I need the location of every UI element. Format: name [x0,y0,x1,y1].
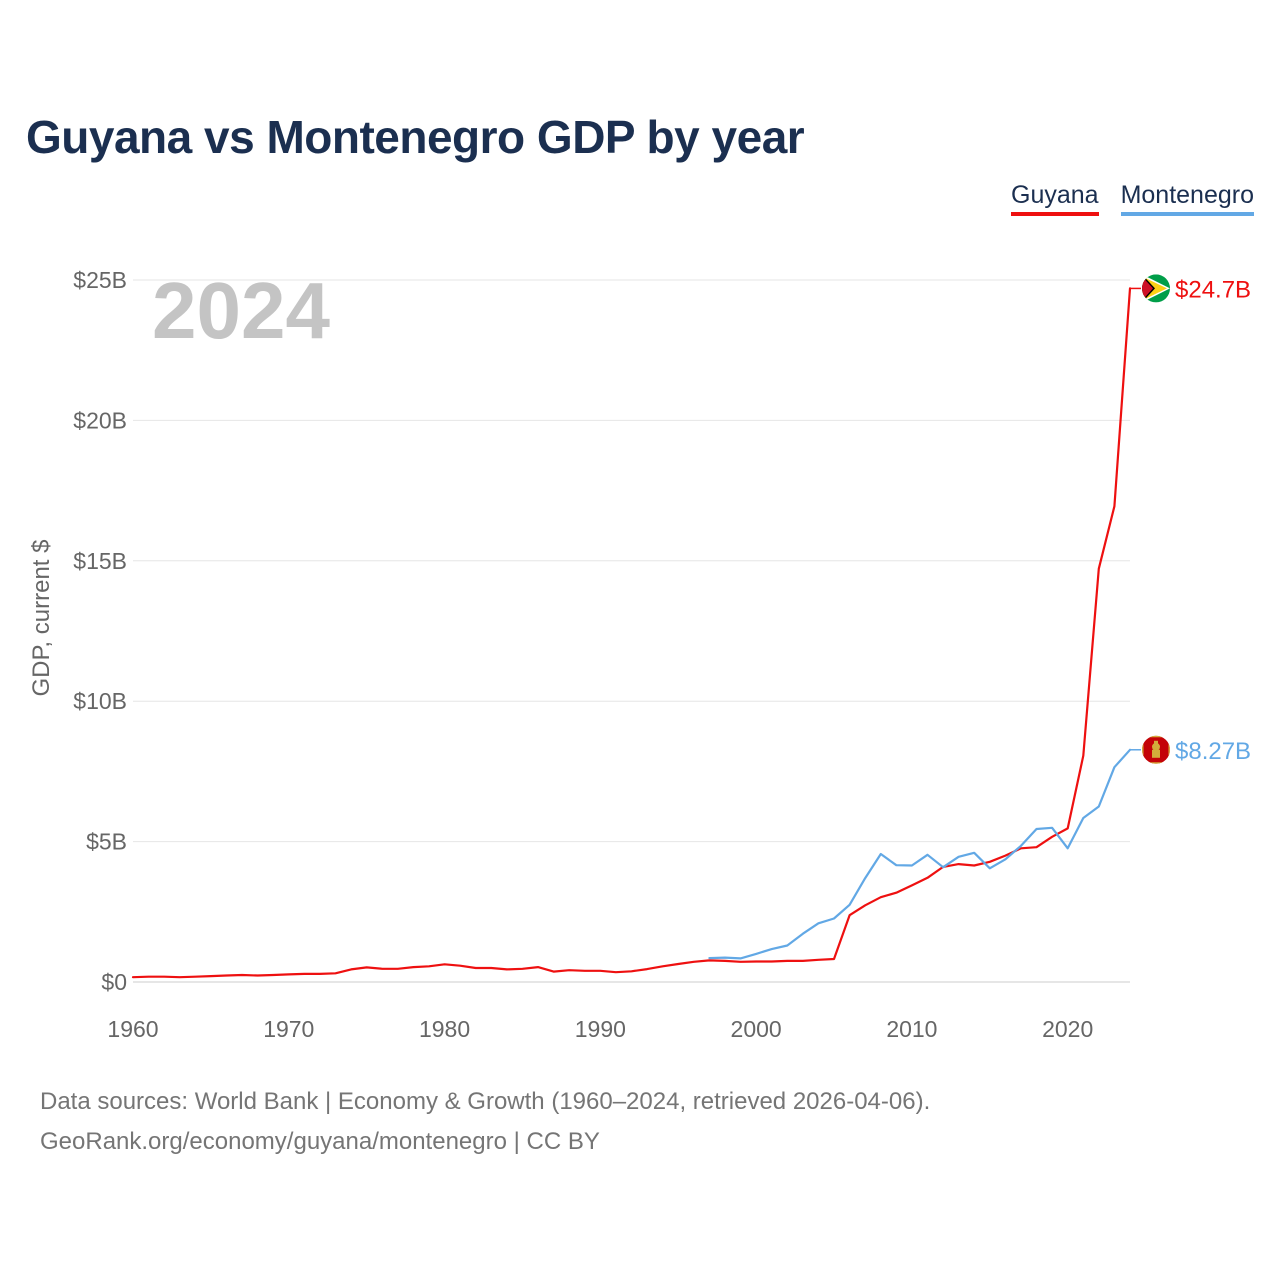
series-line-guyana[interactable] [131,287,1132,979]
series-layer [131,287,1132,979]
y-tick-labels: $0 $5B $10B $15B $20B $25B [73,267,127,995]
x-tick-label: 2010 [886,1016,937,1042]
year-watermark: 2024 [152,266,330,355]
x-tick-label: 1970 [263,1016,314,1042]
y-tick-label: $25B [73,267,127,293]
x-tick-labels: 1960 1970 1980 1990 2000 2010 2020 [107,1016,1093,1042]
legend: Guyana Montenegro [1011,180,1254,216]
y-tick-label: $0 [101,969,127,995]
data-source-note: Data sources: World Bank | Economy & Gro… [40,1088,931,1115]
legend-item-guyana[interactable]: Guyana [1011,180,1099,216]
y-tick-label: $5B [86,829,127,855]
end-labels: $24.7B $8.27B [1130,274,1251,765]
x-tick-label: 2020 [1042,1016,1093,1042]
x-tick-label: 1990 [575,1016,626,1042]
y-tick-label: $15B [73,548,127,574]
series-line-montenegro[interactable] [708,748,1132,960]
x-tick-label: 1980 [419,1016,470,1042]
end-value-label-montenegro: $8.27B [1175,738,1251,765]
y-tick-label: $20B [73,407,127,433]
end-value-label-guyana: $24.7B [1175,276,1251,303]
grid-layer [133,279,1130,983]
x-tick-label: 1960 [107,1016,158,1042]
flag-icon-guyana [1142,274,1170,303]
x-tick-label: 2000 [731,1016,782,1042]
footer: Data sources: World Bank | Economy & Gro… [40,1082,930,1162]
source-link[interactable]: GeoRank.org/economy/guyana/montenegro | … [40,1128,600,1155]
flag-icon-montenegro [1142,735,1170,764]
legend-item-montenegro[interactable]: Montenegro [1120,180,1254,216]
chart-title: Guyana vs Montenegro GDP by year [26,111,805,163]
y-tick-label: $10B [73,688,127,714]
